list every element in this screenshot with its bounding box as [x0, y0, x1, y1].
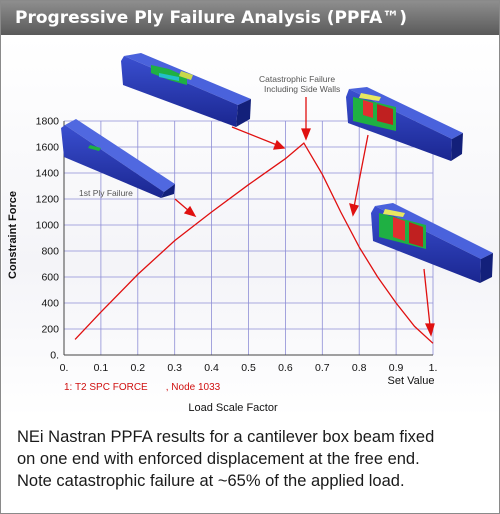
y-tick-label: 1400 — [36, 168, 60, 180]
arrow-first-ply — [174, 198, 190, 212]
x-tick-label: 0.9 — [389, 362, 404, 374]
arrow-to-end — [423, 268, 431, 327]
y-tick-label: 0. — [50, 350, 59, 362]
arrow-head-catastrophic — [301, 128, 311, 141]
beam-illustration-first-ply — [121, 53, 251, 127]
annotation-catastrophic-line1: Catastrophic Failure — [259, 74, 335, 84]
annotation-arrows — [174, 97, 435, 337]
caption-line-2: on one end with enforced displacement at… — [17, 450, 420, 468]
chart-grid — [63, 120, 434, 356]
x-tick-labels: 0. 0.1 0.2 0.3 0.4 0.5 0.6 0.7 0.8 0.9 1. — [60, 362, 438, 374]
series-line-group — [74, 142, 434, 344]
arrow-to-beam-1 — [231, 126, 278, 146]
x-tick-label: 0.3 — [167, 362, 182, 374]
x-tick-label: 0. — [60, 362, 69, 374]
legend-series-node: , Node 1033 — [166, 382, 221, 393]
arrow-head-end — [424, 323, 435, 337]
x-tick-label: 0.1 — [94, 362, 109, 374]
y-tick-labels: 0. 200 400 600 800 1000 1200 1400 1600 1800 — [36, 116, 60, 362]
caption-line-3: Note catastrophic failure at ~65% of the… — [17, 472, 405, 490]
series-line — [74, 142, 434, 344]
x-tick-label: 0.4 — [204, 362, 219, 374]
y-tick-label: 1200 — [36, 194, 60, 206]
page-title: Progressive Ply Failure Analysis (PPFA™) — [15, 8, 408, 28]
x-axis-caption: Set Value — [388, 375, 435, 387]
y-tick-label: 200 — [41, 324, 59, 336]
x-tick-label: 0.5 — [241, 362, 256, 374]
ppfa-chart: 0. 200 400 600 800 1000 1200 1400 1600 1800 0. 0.1… — [7, 53, 493, 414]
x-tick-label: 1. — [429, 362, 438, 374]
annotation-catastrophic-line2: Including Side Walls — [264, 84, 340, 94]
x-tick-label: 0.6 — [278, 362, 293, 374]
y-tick-label: 1000 — [36, 220, 60, 232]
beam-illustration-undeformed — [61, 119, 175, 198]
x-tick-label: 0.8 — [352, 362, 367, 374]
legend-series-name: 1: T2 SPC FORCE — [64, 382, 148, 393]
y-tick-label: 400 — [41, 298, 59, 310]
x-tick-label: 0.2 — [130, 362, 145, 374]
chart-axes — [63, 121, 433, 356]
x-axis-label: Load Scale Factor — [188, 402, 278, 414]
y-tick-label: 800 — [41, 246, 59, 258]
caption-line-1: NEi Nastran PPFA results for a cantileve… — [17, 428, 435, 446]
arrow-head-beam-1 — [273, 139, 286, 150]
arrow-head-curve — [349, 203, 359, 217]
arrow-to-curve — [353, 134, 369, 208]
y-tick-label: 600 — [41, 272, 59, 284]
arrow-head-first-ply — [183, 205, 197, 218]
annotation-first-ply: 1st Ply Failure — [79, 188, 133, 198]
header-banner: Progressive Ply Failure Analysis (PPFA™) — [1, 1, 499, 35]
beam-illustration-final — [371, 203, 493, 283]
figure-caption: NEi Nastran PPFA results for a cantileve… — [17, 426, 492, 492]
y-axis-label: Constraint Force — [7, 191, 19, 279]
beam-illustration-catastrophic — [346, 87, 463, 161]
x-tick-label: 0.7 — [315, 362, 330, 374]
y-tick-label: 1800 — [36, 116, 60, 128]
y-tick-label: 1600 — [36, 142, 60, 154]
legend-series-label: 1: T2 SPC FORCE , Node 1033 — [64, 382, 221, 393]
